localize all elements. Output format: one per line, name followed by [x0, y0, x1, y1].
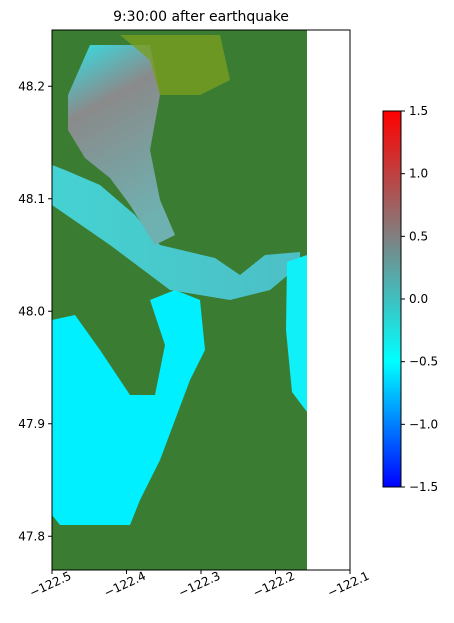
water	[68, 45, 175, 245]
x-tick-label: −122.4	[102, 569, 148, 600]
x-tick-label: −122.3	[176, 569, 222, 600]
colorbar-tick-label: 1.5	[409, 104, 428, 118]
y-tick-label: 47.8	[18, 529, 45, 543]
y-tick-label: 48.1	[18, 192, 45, 206]
colorbar	[382, 110, 402, 488]
colorbar-tick-label: −1.0	[409, 417, 438, 431]
chart-title: 9:30:00 after earthquake	[113, 9, 289, 25]
water	[286, 255, 307, 412]
colorbar-tick-label: −0.5	[409, 355, 438, 369]
x-tick-label: −122.5	[27, 569, 73, 600]
colorbar-tick-label: −1.5	[409, 480, 438, 494]
y-tick-label: 48.2	[18, 79, 45, 93]
map	[52, 30, 307, 570]
y-tick-label: 47.9	[18, 417, 45, 431]
colorbar-tick-label: 1.0	[409, 167, 428, 181]
x-tick-label: −122.2	[251, 569, 297, 600]
colorbar-tick-label: 0.0	[409, 292, 428, 306]
shallows	[120, 35, 230, 95]
x-tick-label: −122.1	[325, 569, 371, 600]
water	[52, 290, 205, 525]
water	[52, 165, 300, 300]
y-tick-label: 48.0	[18, 304, 45, 318]
colorbar-tick-label: 0.5	[409, 229, 428, 243]
